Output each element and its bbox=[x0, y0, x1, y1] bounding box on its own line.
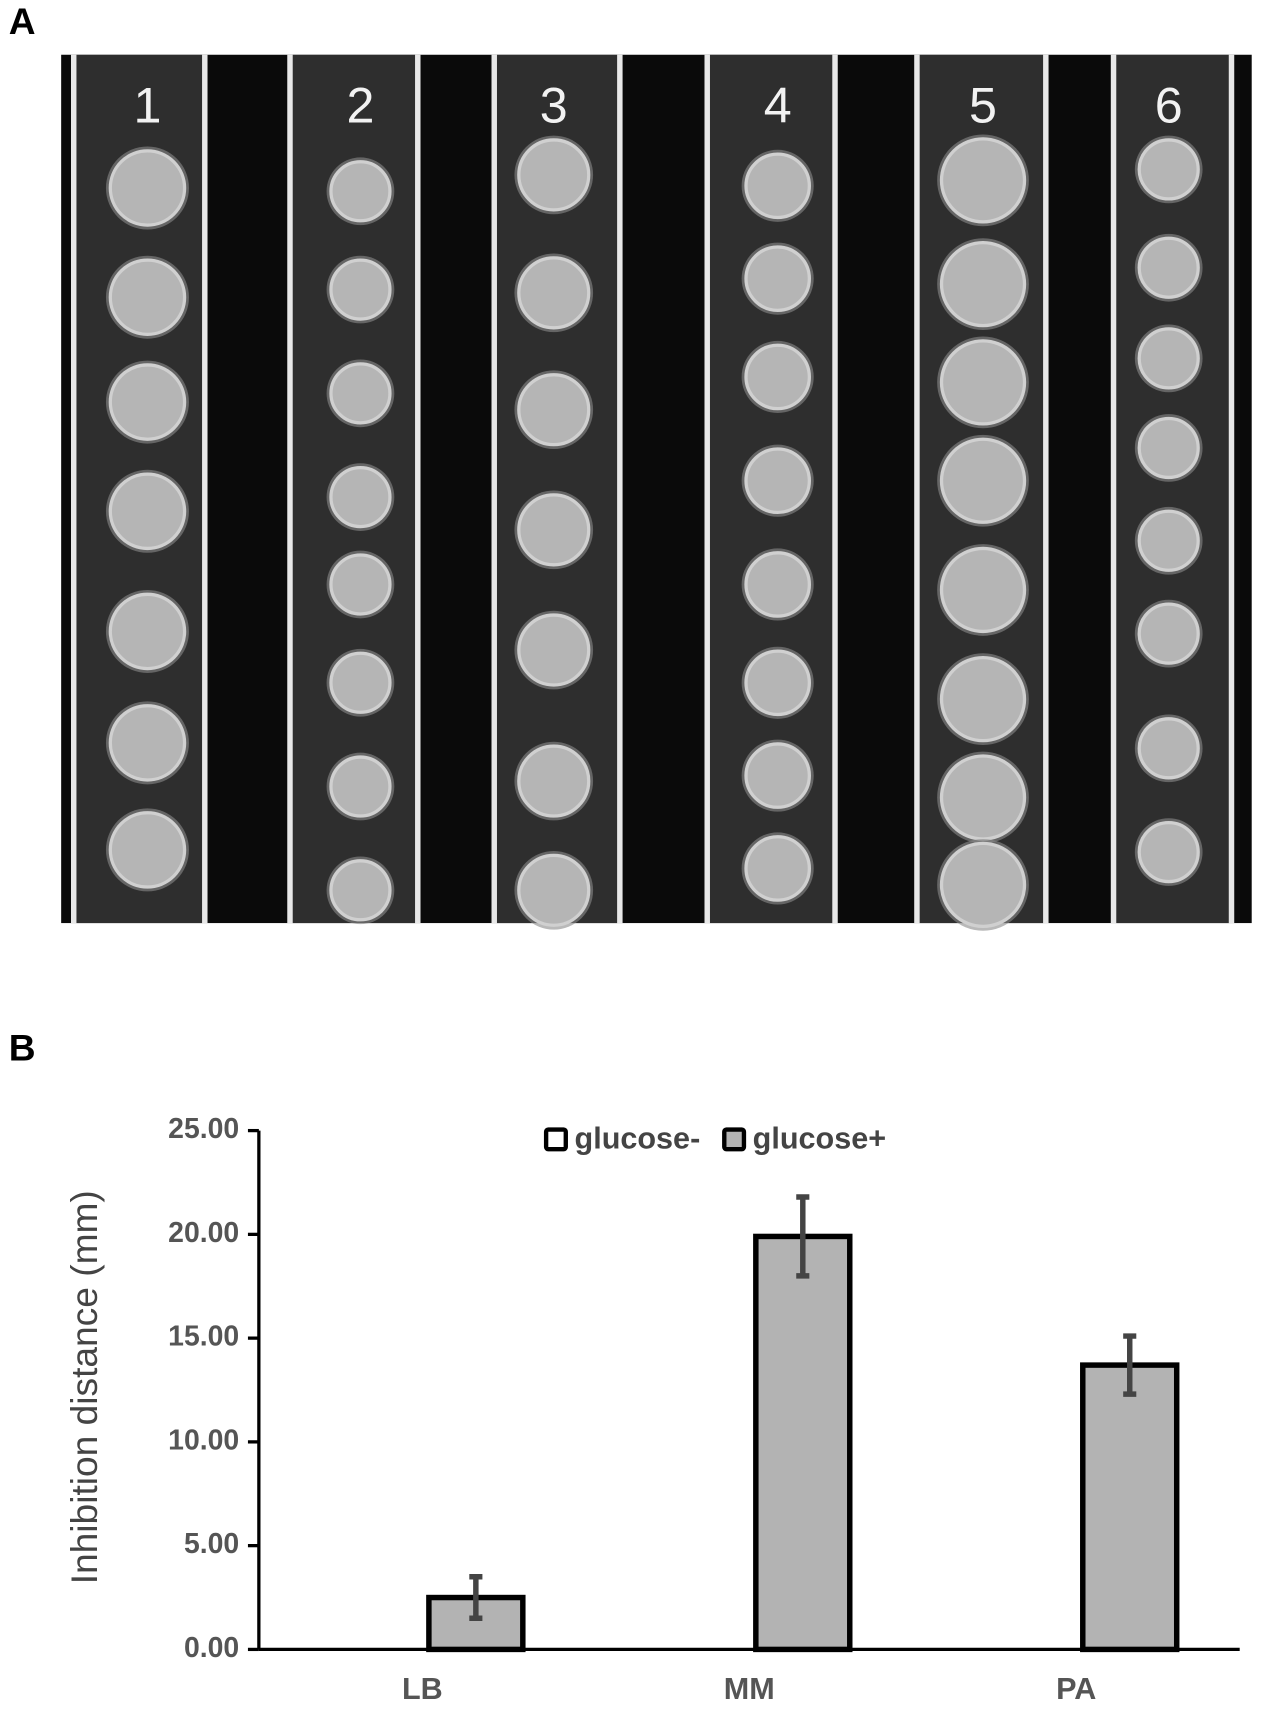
colony bbox=[939, 137, 1027, 224]
colony bbox=[517, 256, 591, 330]
lane-label: 5 bbox=[969, 78, 997, 134]
colony bbox=[108, 363, 187, 441]
colony bbox=[1137, 138, 1200, 201]
legend-swatch bbox=[543, 1127, 568, 1152]
y-tick-label: 10.00 bbox=[168, 1424, 239, 1456]
colony bbox=[744, 835, 811, 902]
colony bbox=[329, 465, 392, 529]
colony bbox=[744, 742, 811, 809]
panel-label: A bbox=[9, 0, 36, 42]
colony bbox=[1137, 509, 1200, 572]
colony bbox=[329, 362, 392, 425]
lane-label: 6 bbox=[1155, 78, 1183, 134]
colony bbox=[329, 553, 392, 616]
colony bbox=[939, 656, 1027, 743]
colony bbox=[939, 546, 1027, 634]
colony bbox=[939, 841, 1027, 928]
colony bbox=[744, 649, 811, 717]
colony bbox=[108, 592, 187, 671]
colony bbox=[108, 472, 187, 551]
colony bbox=[939, 240, 1027, 328]
colony bbox=[1137, 820, 1200, 884]
bar bbox=[1080, 1362, 1180, 1653]
lane-label: 1 bbox=[133, 78, 161, 134]
colony bbox=[517, 493, 591, 567]
colony bbox=[329, 859, 392, 922]
legend-label: glucose- bbox=[575, 1122, 701, 1156]
colony bbox=[517, 744, 591, 818]
y-axis-label: Inhibition distance (mm) bbox=[63, 1190, 105, 1584]
colony bbox=[108, 258, 187, 336]
colony bbox=[329, 258, 392, 321]
bar-chart: Inhibition distance (mm) 0.00 5.00 10.00 15… bbox=[63, 1113, 1240, 1706]
error-bar bbox=[796, 1194, 810, 1279]
x-tick-label: PA bbox=[1056, 1672, 1096, 1706]
photo-background bbox=[61, 54, 1252, 924]
x-tick-label: LB bbox=[402, 1672, 443, 1706]
colony bbox=[1137, 602, 1200, 665]
colony bbox=[108, 704, 187, 782]
x-tick-label: MM bbox=[724, 1672, 775, 1706]
colony bbox=[939, 437, 1027, 524]
colony bbox=[517, 613, 591, 687]
lane-label: 4 bbox=[764, 78, 792, 134]
colony bbox=[329, 651, 392, 714]
plate-photo: 1 2 3 4 5 6 bbox=[61, 54, 1252, 931]
colony bbox=[1137, 327, 1200, 390]
legend-swatch bbox=[722, 1127, 747, 1152]
colony bbox=[517, 138, 591, 212]
colony bbox=[744, 245, 811, 312]
colony bbox=[744, 551, 811, 618]
colony bbox=[329, 755, 392, 818]
colony bbox=[939, 754, 1027, 841]
y-tick-label: 15.00 bbox=[168, 1321, 239, 1353]
lane-label: 3 bbox=[540, 78, 568, 134]
colony bbox=[517, 853, 591, 927]
colony bbox=[744, 447, 811, 515]
error-bar bbox=[469, 1574, 483, 1622]
colony bbox=[1137, 717, 1200, 780]
legend-label: glucose+ bbox=[753, 1122, 886, 1156]
colony bbox=[744, 343, 811, 411]
bar bbox=[753, 1233, 853, 1653]
y-tick-label: 5.00 bbox=[184, 1528, 239, 1560]
y-tick-label: 20.00 bbox=[168, 1217, 239, 1249]
lane-label: 2 bbox=[346, 78, 374, 134]
colony bbox=[744, 152, 811, 220]
colony bbox=[517, 373, 591, 447]
y-tick-label: 25.00 bbox=[168, 1113, 239, 1145]
colony bbox=[108, 149, 187, 227]
colony bbox=[939, 339, 1027, 426]
colony bbox=[1137, 236, 1200, 299]
colony bbox=[1137, 416, 1200, 480]
colony bbox=[108, 811, 187, 889]
panel-label: B bbox=[9, 1027, 36, 1069]
colony bbox=[329, 160, 392, 223]
error-bar bbox=[1123, 1333, 1137, 1397]
y-tick-label: 0.00 bbox=[184, 1632, 239, 1664]
